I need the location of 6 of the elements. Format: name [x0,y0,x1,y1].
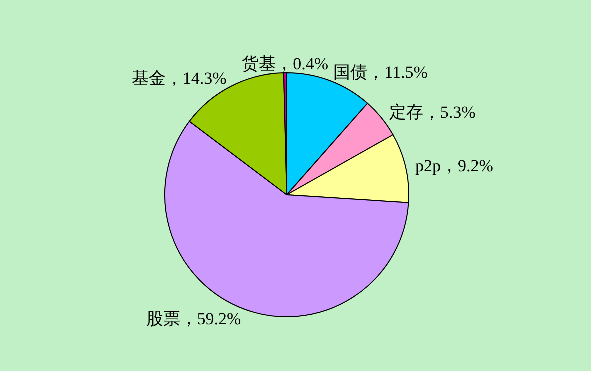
slice-label: 货基，0.4% [242,54,329,74]
slice-label: p2p，9.2% [415,156,494,176]
slice-label: 国债，11.5% [334,62,428,82]
slice-label: 基金，14.3% [132,68,227,88]
slice-label: 定存，5.3% [389,103,476,122]
slice-label: 股票，59.2% [146,310,242,329]
